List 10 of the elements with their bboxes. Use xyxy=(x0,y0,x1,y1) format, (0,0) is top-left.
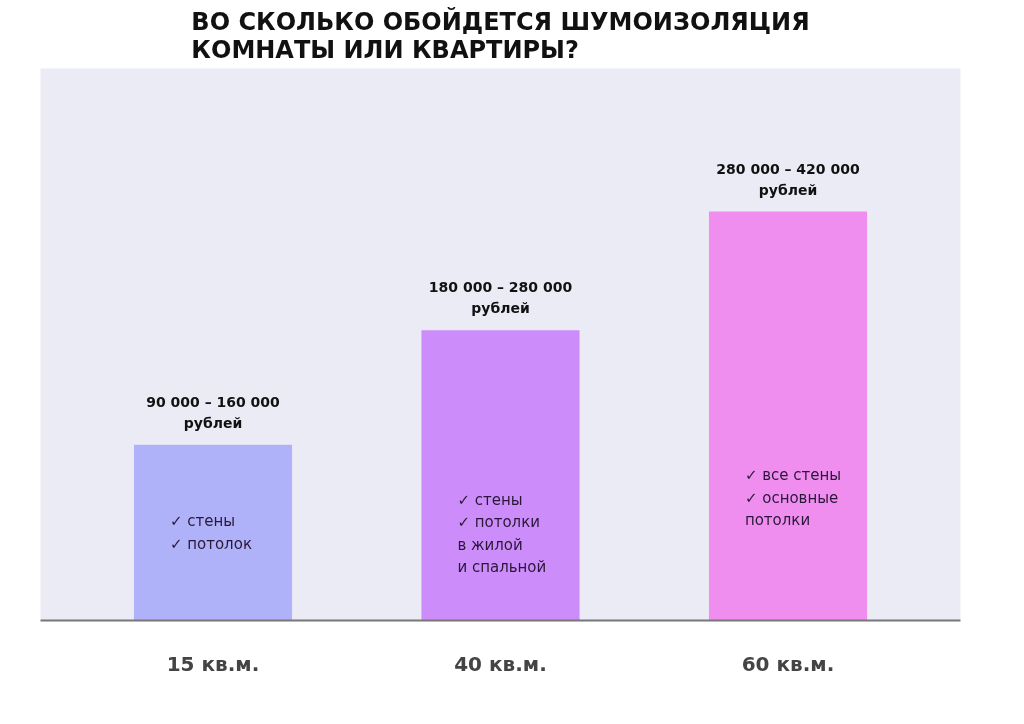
x-tick-label: 40 кв.м. xyxy=(454,651,547,676)
x-tick-label: 15 кв.м. xyxy=(166,651,260,676)
annotation: 280 000 – 420 000 рублей xyxy=(716,160,860,198)
annotation: ✓ стены ✓ потолок xyxy=(169,512,252,553)
annotation: ✓ стены ✓ потолки в жилой и спальной xyxy=(457,490,547,577)
annotation: ✓ все стены ✓ основные потолки xyxy=(744,466,842,530)
annotation: 180 000 – 280 000 рублей xyxy=(428,279,573,317)
annotation: 90 000 – 160 000 рублей xyxy=(146,393,281,431)
chart-title: ВО СКОЛЬКО ОБОЙДЕТСЯ ШУМОИЗОЛЯЦИЯ КОМНАТЫ ИЛИ КВАРТИРЫ? xyxy=(191,6,810,64)
x-tick-label: 60 кв.м. xyxy=(741,651,835,676)
